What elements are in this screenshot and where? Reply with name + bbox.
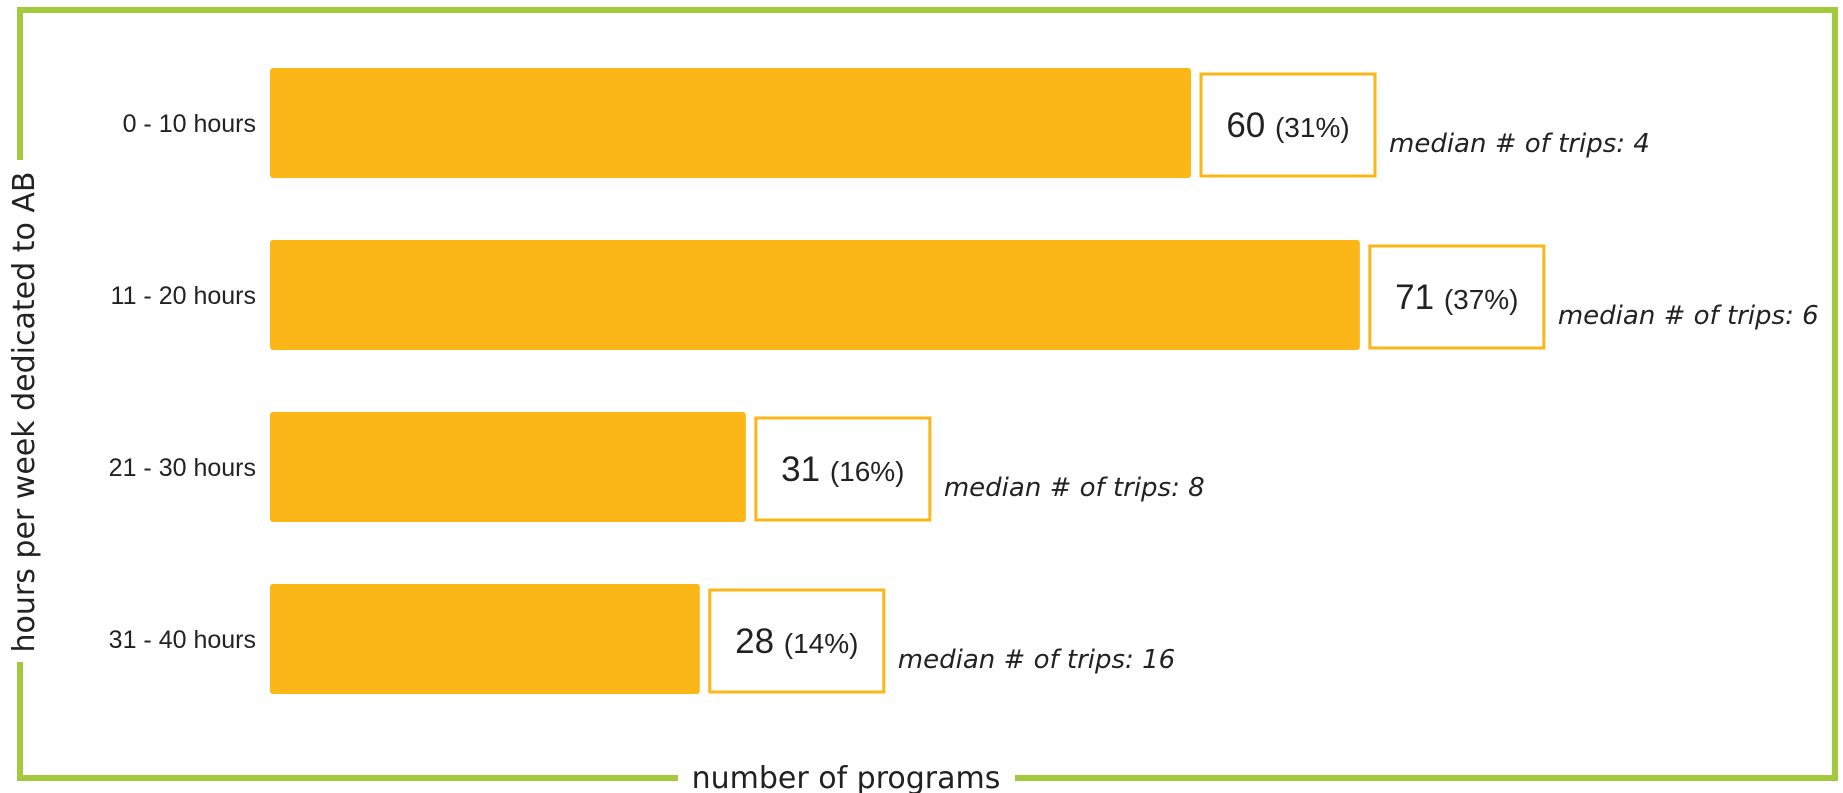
value-number: 71 — [1395, 278, 1444, 317]
value-label: 60 (31%) — [1226, 106, 1349, 145]
x-axis-title: number of programs — [692, 761, 1001, 793]
bar — [270, 240, 1360, 350]
median-trips-annotation: median # of trips: 8 — [944, 473, 1205, 503]
value-percent: (31%) — [1275, 112, 1350, 143]
value-label: 71 (37%) — [1395, 278, 1518, 317]
value-box — [1368, 244, 1546, 350]
frame-bottom-left — [17, 662, 678, 781]
value-number: 60 — [1226, 106, 1275, 145]
value-box — [754, 416, 932, 522]
category-label: 21 - 30 hours — [109, 454, 256, 482]
bar — [270, 584, 700, 694]
value-label: 31 (16%) — [781, 450, 904, 489]
category-label: 11 - 20 hours — [111, 282, 256, 310]
category-label: 0 - 10 hours — [123, 110, 256, 138]
value-box — [708, 588, 886, 694]
median-trips-annotation: median # of trips: 4 — [1389, 129, 1650, 159]
bars-group: 0 - 10 hours 60 (31%) median # of trips: 4… — [109, 68, 1819, 694]
value-number: 31 — [781, 450, 830, 489]
bar — [270, 412, 746, 522]
value-box — [1199, 72, 1377, 178]
value-percent: (14%) — [784, 628, 859, 659]
value-label: 28 (14%) — [735, 622, 858, 661]
value-number: 28 — [735, 622, 784, 661]
category-label: 31 - 40 hours — [109, 626, 256, 654]
value-percent: (37%) — [1444, 284, 1519, 315]
value-percent: (16%) — [830, 456, 905, 487]
frame-top — [17, 7, 1838, 781]
bar — [270, 68, 1191, 178]
median-trips-annotation: median # of trips: 6 — [1558, 301, 1819, 331]
median-trips-annotation: median # of trips: 16 — [898, 645, 1175, 675]
y-axis-title: hours per week dedicated to AB — [7, 172, 42, 653]
